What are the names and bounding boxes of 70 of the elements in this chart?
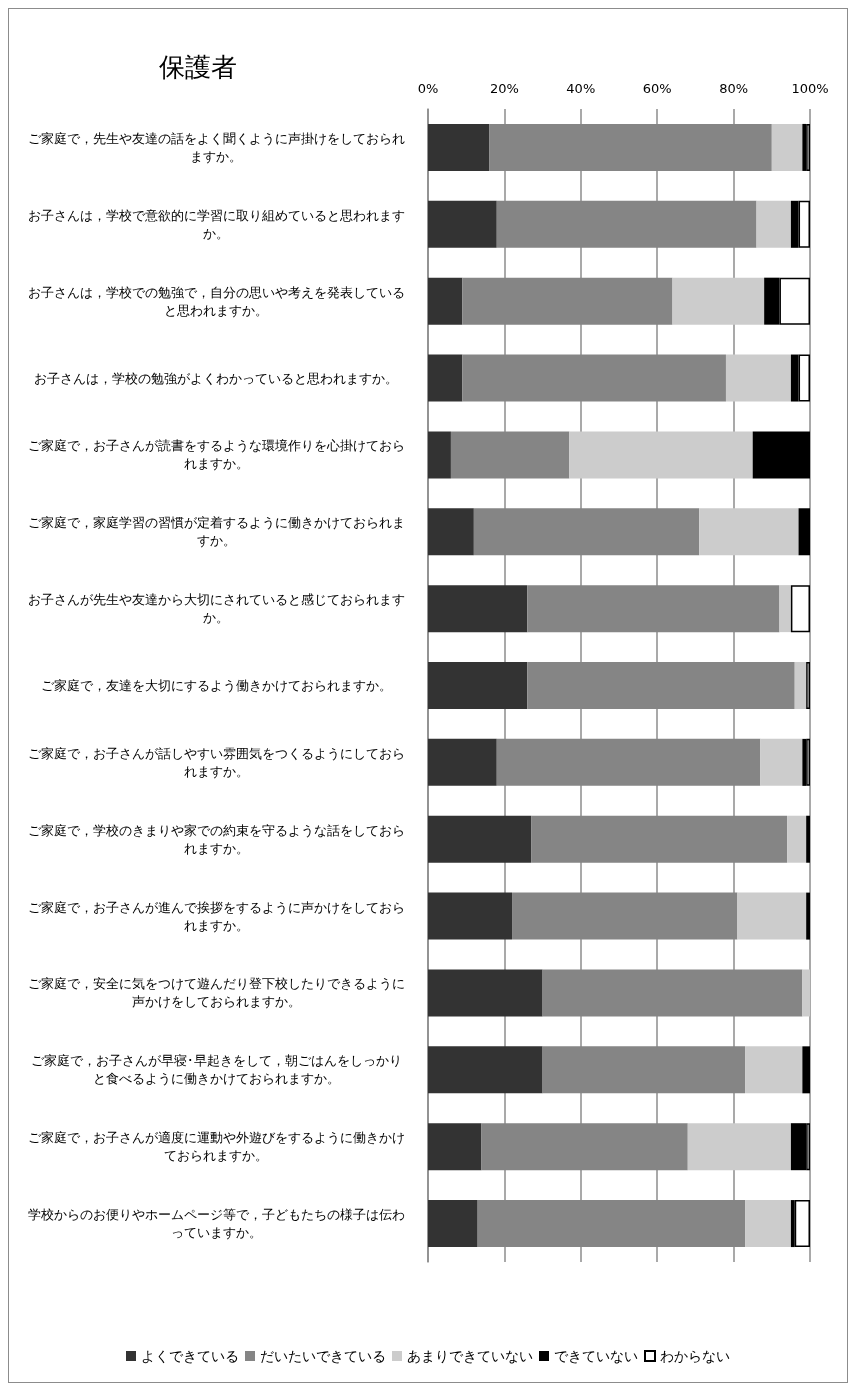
bar [699,508,799,556]
y-tick-label: お子さんは，学校の勉強がよくわかっていると思われますか。 [34,370,398,386]
bar [806,662,810,709]
y-tick-label: お子さんは，学校で意欲的に学習に取り組めていると思われますか。 [27,207,405,241]
legend-label: だいたいできている [260,1348,386,1364]
y-tick-label: ご家庭で，お子さんが読書をするような環境作りを心掛けておられますか。 [27,438,405,472]
bar [790,585,810,633]
x-tick-label: 100% [791,81,829,96]
x-tick-label: 60% [642,81,672,96]
bar [725,354,791,402]
y-tick-label: ご家庭で，家庭学習の習慣が定着するように働きかけておられますか。 [27,515,405,549]
bar [779,585,791,633]
bar [428,508,474,556]
text: 保護者 [159,52,237,82]
bar [569,431,753,479]
bar [798,508,810,556]
legend-label: わからない [660,1348,730,1364]
bar [806,738,810,786]
y-tick-label: ご家庭で，お子さんが早寝･早起きをして，朝ごはんをしっかりと食べるように働きかけておられますか。 [30,1053,402,1087]
bar [745,1200,791,1248]
bar [745,1046,803,1094]
bar [752,431,810,479]
bar [428,200,497,248]
y-tick-label: ご家庭で，先生や友達の話をよく聞くように声掛けをしておられますか。 [27,130,405,164]
bar [428,123,490,171]
legend-label: あまりできていない [407,1348,533,1364]
y-tick-label: お子さんは，学校での勉強で，自分の思いや考えを発表していると思われますか。 [27,284,405,318]
bar [806,892,810,940]
bar [802,738,807,786]
x-tick-label: 80% [719,81,749,96]
y-tick-label: ご家庭で，お子さんが適度に運動や外遊びをするように働きかけておられますか。 [27,1130,405,1164]
x-tick-label: 20% [489,81,519,96]
bar [428,1200,478,1248]
bar [428,1046,543,1094]
bar [756,200,791,248]
bar [428,969,543,1017]
y-tick-label: 学校からのお便りやホームページ等で，子どもたちの様子は伝わっていますか。 [27,1207,405,1241]
bar [428,662,528,709]
x-tick-label: 0% [417,81,439,96]
y-tick-label: ご家庭で，友達を大切にするよう働きかけておられますか。 [40,678,392,693]
bar [428,585,528,633]
bar [802,969,810,1017]
bar [771,123,803,171]
y-tick-label: お子さんが先生や友達から大切にされていると感じておられますか。 [27,592,405,626]
bar [428,431,451,479]
bar [428,738,497,786]
bar [802,1046,810,1094]
bar [428,277,463,325]
bar [802,123,807,171]
bar [428,892,513,940]
bar [794,662,807,709]
y-tick-label: ご家庭で，お子さんが進んで挨拶をするように声かけをしておられますか。 [27,899,405,933]
bar [790,1123,807,1171]
bar [760,738,803,786]
y-tick-label: ご家庭で，お子さんが話しやすい雰囲気をつくるようにしておられますか。 [27,745,405,779]
bar [428,815,532,863]
legend-label: よくできている [141,1348,239,1364]
bar [806,123,810,171]
bar [787,815,807,863]
y-tick-label: ご家庭で，学校のきまりや家での約束を守るような話をしておられますか。 [27,822,405,856]
bar [672,277,765,325]
y-tick-label: ご家庭で，安全に気をつけて遊んだり登下校したりできるように声かけをしておられますか。 [27,976,405,1010]
bar [794,1200,810,1248]
bar [687,1123,791,1171]
legend-label: できていない [554,1348,638,1364]
bar [428,354,463,402]
bar [737,892,807,940]
bar [428,1123,482,1171]
bar [806,815,810,863]
x-tick-label: 40% [566,81,596,96]
